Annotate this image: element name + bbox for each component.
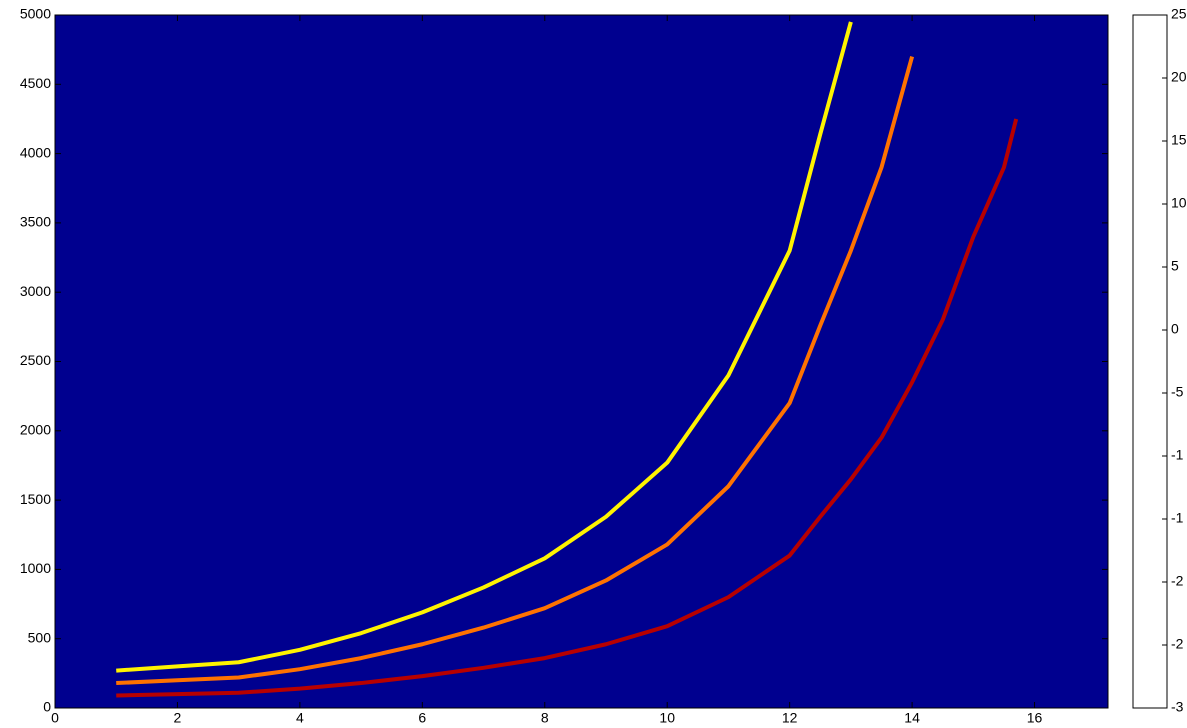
colorbar-tick-label: -1 (1171, 510, 1184, 526)
plot-area (55, 15, 1108, 708)
colorbar (1132, 14, 1168, 709)
y-tick-label: 5000 (20, 6, 51, 22)
y-tick-label: 3000 (20, 283, 51, 299)
x-tick-label: 6 (418, 710, 426, 726)
colorbar-tick-label: -5 (1171, 384, 1184, 400)
x-tick-label: 14 (904, 710, 920, 726)
colorbar-tick-label: 10 (1171, 195, 1187, 211)
x-tick-label: 12 (782, 710, 798, 726)
harmonic-track (116, 56, 915, 686)
colorbar-tick-label: -1 (1171, 447, 1184, 463)
colorbar-tick-label: -2 (1171, 573, 1184, 589)
x-tick-label: 8 (541, 710, 549, 726)
y-tick-label: 1000 (20, 560, 51, 576)
colorbar-tick-label: 5 (1171, 258, 1179, 274)
colorbar-tick-label: 15 (1171, 132, 1187, 148)
colorbar-tick-label: 20 (1171, 69, 1187, 85)
y-tick-label: 4500 (20, 75, 51, 91)
colorbar-tick-label: 25 (1171, 6, 1187, 22)
y-tick-label: 4000 (20, 144, 51, 160)
x-tick-label: 10 (659, 710, 675, 726)
x-tick-label: 16 (1027, 710, 1043, 726)
y-tick-label: 3500 (20, 214, 51, 230)
y-tick-label: 2000 (20, 422, 51, 438)
y-tick-label: 0 (43, 699, 51, 715)
harmonic-track (116, 21, 853, 673)
colorbar-tick-label: 0 (1171, 321, 1179, 337)
x-tick-label: 2 (174, 710, 182, 726)
colorbar-tick-label: -2 (1171, 636, 1184, 652)
colorbar-tick-label: -3 (1171, 699, 1184, 715)
y-tick-label: 2500 (20, 352, 51, 368)
y-tick-label: 500 (28, 629, 52, 645)
y-tick-label: 1500 (20, 491, 51, 507)
harmonic-track (116, 118, 1019, 698)
x-tick-label: 0 (51, 710, 59, 726)
x-tick-label: 4 (296, 710, 304, 726)
